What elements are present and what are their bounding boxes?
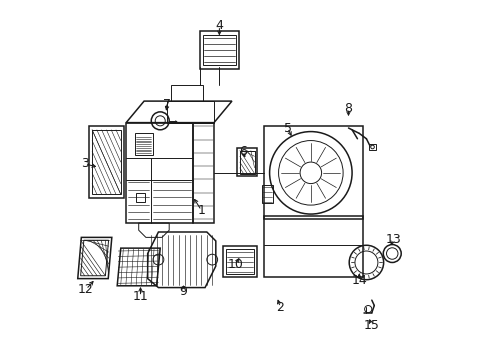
Bar [167, 101, 214, 123]
Text: 6: 6 [238, 145, 246, 158]
Text: 10: 10 [227, 258, 243, 271]
Text: 8: 8 [344, 102, 352, 115]
Bar [223, 246, 257, 277]
Bar [171, 85, 203, 101]
Text: 7: 7 [163, 98, 171, 111]
Bar [203, 35, 235, 65]
Bar [239, 150, 254, 174]
Text: 3: 3 [81, 157, 89, 170]
Text: 13: 13 [385, 233, 400, 246]
Bar [368, 144, 375, 149]
Bar [136, 193, 145, 202]
Text: 5: 5 [283, 122, 291, 135]
Text: 11: 11 [132, 290, 148, 303]
Bar [262, 185, 273, 203]
Text: 4: 4 [215, 19, 223, 32]
Bar [135, 134, 153, 155]
Text: 14: 14 [351, 274, 366, 287]
Text: 15: 15 [363, 319, 379, 332]
Text: 9: 9 [179, 285, 187, 298]
Bar [225, 249, 254, 274]
Bar [199, 31, 239, 69]
Text: 2: 2 [276, 301, 284, 314]
Text: 12: 12 [78, 283, 94, 296]
Bar [237, 148, 257, 176]
Text: 1: 1 [197, 204, 205, 217]
